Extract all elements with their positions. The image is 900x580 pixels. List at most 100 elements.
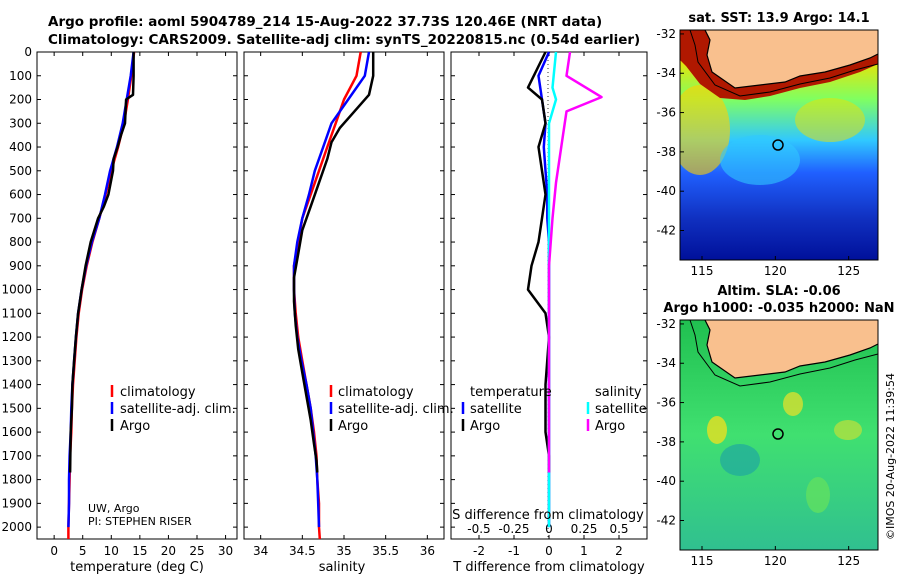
x-tick-label: 20: [161, 544, 176, 558]
legend-temp-argo: Argo: [470, 419, 500, 434]
map-x-tick-label: 120: [764, 554, 787, 568]
s-tick-label: -0.25: [498, 522, 529, 536]
difference-legend: temperature salinity satellite Argo sate…: [461, 385, 647, 434]
sla-map-ticks: 115 120 125 -32 -34 -36 -38 -40 -42: [656, 317, 860, 568]
legend-header-salinity: salinity: [595, 385, 642, 400]
legend-climatology: climatology: [338, 385, 414, 400]
difference-lines: [526, 51, 603, 528]
y-tick-label: 300: [9, 116, 32, 130]
salinity-xlabel: salinity: [319, 560, 366, 575]
temperature-y-ticks: 0 100 200 300 400 500 600 700 800 900 1000 1100 1200…: [1, 45, 237, 534]
y-tick-label: 0: [24, 45, 32, 59]
salinity-y-ticks: [244, 51, 444, 528]
sla-shelf-contour: [689, 320, 878, 387]
difference-s-ticks: -0.5 -0.25 0 0.25 0.5: [467, 522, 628, 536]
y-tick-label: 2000: [1, 520, 32, 534]
s-tick-label: 0.25: [571, 522, 598, 536]
map-y-tick-label: -42: [656, 514, 676, 528]
map-y-tick-label: -34: [656, 356, 676, 370]
map-y-tick-label: -34: [656, 66, 676, 80]
y-tick-label: 1400: [1, 378, 32, 392]
legend-satellite: satellite-adj. clim.: [338, 402, 454, 417]
x-tick-label: 35: [336, 544, 351, 558]
sst-coastline: [704, 30, 878, 89]
map-x-tick-label: 115: [691, 554, 714, 568]
sla-high-patch: [834, 420, 862, 440]
salinity-x-ticks: 34 34.5 35 35.5 36: [253, 52, 435, 558]
sst-cool-patch: [720, 135, 800, 185]
series-line-temperature-argo: [526, 51, 551, 473]
y-tick-label: 1700: [1, 449, 32, 463]
sst-land: [705, 30, 878, 88]
y-tick-label: 500: [9, 164, 32, 178]
sla-high-patch: [783, 392, 803, 416]
s-tick-label: 0: [545, 522, 553, 536]
x-tick-label: 34.5: [289, 544, 316, 558]
y-tick-label: 1200: [1, 330, 32, 344]
legend-argo: Argo: [338, 419, 368, 434]
legend-climatology: climatology: [120, 385, 196, 400]
temperature-xlabel: temperature (deg C): [70, 560, 204, 575]
x-tick-label: -1: [508, 544, 520, 558]
salinity-panel: 34 34.5 35 35.5 36 salinity climatology sate…: [243, 51, 454, 575]
sst-warm-patch: [795, 98, 865, 142]
map-y-tick-label: -36: [656, 106, 676, 120]
legend-argo: Argo: [120, 419, 150, 434]
y-tick-label: 1000: [1, 283, 32, 297]
credits-line1: UW, Argo: [88, 502, 140, 515]
x-tick-label: 0: [545, 544, 553, 558]
x-tick-label: 5: [79, 544, 87, 558]
y-tick-label: 100: [9, 69, 32, 83]
map-y-tick-label: -40: [656, 184, 676, 198]
x-tick-label: 30: [218, 544, 233, 558]
sst-argo-location-marker: [772, 139, 784, 151]
sla-coastline: [704, 320, 878, 379]
y-tick-label: 900: [9, 259, 32, 273]
y-tick-label: 800: [9, 235, 32, 249]
map-y-tick-label: -38: [656, 435, 676, 449]
legend-sal-satellite: satellite: [595, 402, 647, 417]
sst-warm-patch: [680, 85, 730, 175]
sla-argo-location-marker: [772, 428, 784, 440]
map-y-tick-label: -40: [656, 474, 676, 488]
series-line-temperature-satellite: [537, 51, 551, 528]
y-tick-label: 400: [9, 140, 32, 154]
salinity-lines: [292, 51, 375, 540]
x-tick-label: 36: [420, 544, 435, 558]
y-tick-label: 1100: [1, 306, 32, 320]
sla-high-patch: [806, 477, 830, 513]
x-tick-label: -2: [473, 544, 485, 558]
map-y-tick-label: -32: [656, 27, 676, 41]
sst-map: sat. SST: 13.9 Argo: 14.1 115 120 125 -32 -3…: [656, 11, 879, 278]
map-y-tick-label: -32: [656, 317, 676, 331]
sla-land: [705, 320, 878, 378]
legend-satellite: satellite-adj. clim.: [120, 402, 236, 417]
s-tick-label: -0.5: [467, 522, 490, 536]
figure-title-line2: Climatology: CARS2009. Satellite-adj cli…: [48, 32, 641, 48]
x-tick-label: 0: [50, 544, 58, 558]
sst-coast-warm-band: [680, 30, 878, 100]
s-tick-label: 0.5: [609, 522, 628, 536]
map-x-tick-label: 125: [837, 554, 860, 568]
temperature-lines: [67, 51, 136, 539]
legend-temp-satellite: satellite: [470, 402, 522, 417]
temperature-legend: climatology satellite-adj. clim. Argo: [110, 385, 236, 434]
temperature-x-ticks: 0 5 10 15 20 25 30: [50, 52, 233, 558]
temperature-panel: 0100200300400500600700800900100011001200…: [1, 45, 238, 575]
salinity-legend: climatology satellite-adj. clim. Argo: [329, 385, 454, 434]
sla-map: Altim. SLA: -0.06 Argo h1000: -0.035 h20…: [656, 284, 894, 568]
sst-shelf-contour: [689, 30, 878, 97]
map-x-tick-label: 115: [691, 264, 714, 278]
map-x-tick-label: 125: [837, 264, 860, 278]
y-tick-label: 1500: [1, 401, 32, 415]
y-tick-label: 1600: [1, 425, 32, 439]
sla-low-patch: [720, 444, 760, 476]
legend-header-temperature: temperature: [470, 385, 552, 400]
y-tick-label: 600: [9, 188, 32, 202]
figure-title-line1: Argo profile: aoml 5904789_214 15-Aug-20…: [48, 14, 603, 30]
temperature-axes-box: [36, 51, 238, 540]
x-tick-label: 34: [253, 544, 268, 558]
map-y-tick-label: -36: [656, 396, 676, 410]
difference-y-ticks: [451, 51, 647, 528]
